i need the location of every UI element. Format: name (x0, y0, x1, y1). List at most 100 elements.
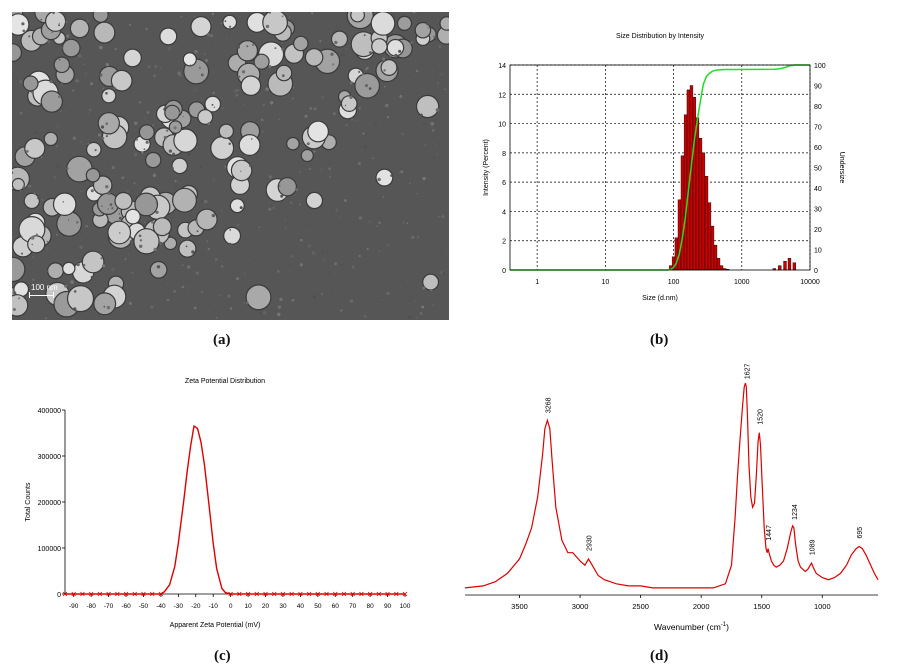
surface-grain (20, 252, 24, 255)
nanoparticle (380, 58, 398, 76)
surface-grain (291, 298, 295, 302)
x-tick-label: 1000 (734, 279, 750, 286)
surface-grain (306, 168, 309, 170)
x-tick-label: 1500 (753, 602, 770, 611)
surface-grain (86, 281, 88, 283)
zero-count-marker (324, 591, 329, 597)
surface-grain (338, 216, 340, 218)
size-bar (692, 97, 697, 271)
surface-grain (13, 291, 17, 295)
surface-grain (300, 238, 303, 242)
surface-grain (47, 40, 51, 44)
surface-grain (358, 107, 361, 110)
surface-grain (363, 290, 366, 293)
surface-grain (265, 87, 269, 91)
surface-grain (271, 204, 274, 208)
size-bar (783, 261, 787, 271)
surface-grain (401, 132, 404, 136)
surface-grain (262, 103, 266, 107)
nanoparticle (253, 53, 270, 70)
surface-grain (168, 149, 172, 153)
y-tick-label: 400000 (38, 408, 61, 415)
surface-grain (281, 207, 285, 211)
surface-grain (45, 247, 50, 251)
surface-grain (129, 302, 132, 305)
nanoparticle (275, 64, 293, 82)
surface-grain (389, 55, 392, 58)
zero-count-marker (280, 591, 286, 597)
x-tick-label: 1 (535, 279, 539, 286)
surface-grain (309, 107, 313, 110)
surface-grain (199, 165, 203, 169)
surface-grain (237, 75, 241, 79)
surface-grain (308, 230, 311, 233)
surface-grain (431, 156, 435, 159)
surface-grain (66, 167, 69, 170)
surface-grain (307, 244, 311, 248)
surface-grain (149, 22, 151, 25)
surface-grain (89, 211, 92, 213)
surface-grain (165, 129, 169, 132)
surface-grain (105, 91, 108, 95)
surface-grain (363, 145, 367, 149)
surface-grain (239, 206, 243, 210)
surface-grain (58, 24, 61, 27)
surface-grain (382, 299, 384, 301)
surface-grain (228, 242, 232, 246)
size-bar (778, 265, 782, 271)
nanoparticle (12, 13, 30, 36)
surface-grain (144, 117, 146, 120)
x-tick-label: 100 (668, 279, 680, 286)
surface-grain (416, 317, 418, 319)
surface-grain (374, 123, 378, 126)
surface-grain (131, 271, 134, 274)
surface-grain (119, 232, 121, 234)
nanoparticle (66, 285, 95, 313)
nanoparticle (238, 133, 261, 156)
surface-grain (259, 312, 263, 316)
x-tick-label: 2000 (693, 602, 710, 611)
nanoparticle (229, 198, 245, 214)
surface-grain (358, 199, 361, 201)
size-bar (792, 262, 797, 271)
nanoparticle (218, 123, 234, 139)
x-tick-label: -90 (69, 603, 79, 610)
surface-grain (200, 290, 204, 294)
surface-grain (214, 258, 218, 261)
surface-grain (13, 62, 16, 65)
nanoparticle (40, 90, 63, 113)
surface-grain (170, 166, 174, 171)
surface-grain (87, 112, 90, 115)
zero-count-marker (254, 591, 260, 597)
surface-grain (207, 122, 211, 126)
surface-grain (12, 171, 14, 174)
surface-grain (435, 144, 438, 147)
surface-grain (118, 213, 121, 215)
surface-grain (434, 38, 438, 41)
surface-grain (251, 43, 255, 46)
surface-grain (252, 106, 256, 110)
surface-grain (124, 258, 127, 261)
surface-grain (94, 149, 97, 152)
surface-grain (272, 206, 275, 209)
surface-grain (222, 107, 224, 110)
nanoparticle (134, 192, 159, 217)
surface-grain (223, 165, 227, 169)
surface-grain (99, 45, 103, 50)
surface-grain (311, 12, 314, 15)
surface-grain (75, 79, 79, 83)
surface-grain (312, 295, 317, 299)
zero-count-marker (393, 591, 399, 597)
x-tick-label: -60 (121, 603, 131, 610)
surface-grain (363, 315, 367, 318)
surface-grain (185, 306, 187, 309)
surface-grain (246, 301, 249, 304)
surface-grain (200, 199, 204, 203)
surface-grain (306, 185, 308, 187)
surface-grain (399, 94, 403, 98)
surface-grain (274, 47, 277, 50)
surface-grain (200, 73, 204, 77)
nanoparticle (222, 14, 238, 30)
surface-grain (109, 203, 113, 206)
surface-grain (385, 103, 389, 108)
